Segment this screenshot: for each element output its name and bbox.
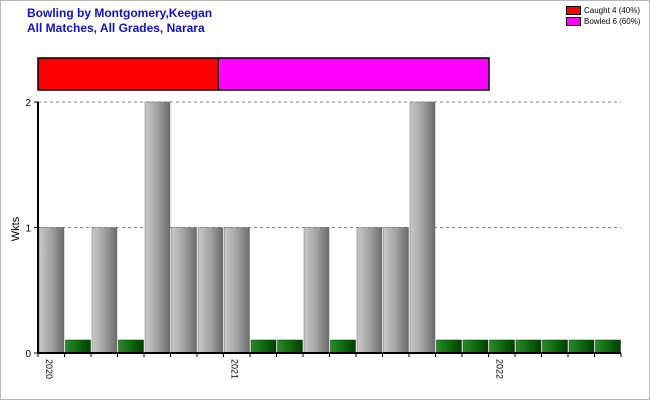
- legend-label-caught: Caught 4 (40%): [584, 6, 641, 15]
- legend-swatch-caught: [566, 6, 581, 15]
- zero-marker: [436, 339, 462, 354]
- y-tick-label: 2: [25, 98, 31, 109]
- legend-item-bowled: Bowled 6 (60%): [566, 16, 640, 27]
- legend-label-bowled: Bowled 6 (60%): [584, 17, 641, 26]
- bar: [383, 227, 409, 354]
- axes: 0 1 2 2020 2021 2022 Wkts: [10, 98, 622, 379]
- breakdown-outline: [37, 57, 490, 91]
- y-axis-label: Wkts: [10, 216, 22, 241]
- y-tick-label: 1: [25, 224, 31, 235]
- breakdown-segment-bowled: [217, 57, 490, 91]
- breakdown-segment-caught: [37, 57, 219, 91]
- zero-marker: [595, 339, 621, 354]
- legend-item-caught: Caught 4 (40%): [566, 5, 640, 16]
- bars: [38, 101, 621, 354]
- zero-marker: [65, 339, 91, 354]
- grid-lines: [38, 101, 621, 228]
- y-tick-label: 0: [25, 349, 31, 360]
- legend-swatch-bowled: [566, 17, 581, 26]
- bar: [224, 227, 250, 354]
- zero-marker: [489, 339, 515, 354]
- bar: [144, 101, 171, 354]
- bar: [356, 227, 383, 354]
- zero-marker: [568, 339, 595, 354]
- bar: [171, 227, 197, 354]
- legend: Caught 4 (40%) Bowled 6 (60%): [566, 5, 640, 27]
- dismissal-breakdown-bar: [37, 57, 490, 91]
- chart-title: Bowling by Montgomery,Keegan: [27, 6, 213, 20]
- bar: [91, 227, 118, 354]
- zero-marker: [277, 339, 303, 354]
- x-tick-label: 2022: [495, 359, 505, 379]
- bar: [197, 227, 224, 354]
- chart-subtitle: All Matches, All Grades, Narara: [27, 21, 205, 35]
- bar: [38, 227, 65, 354]
- zero-marker: [118, 339, 144, 354]
- x-tick-label: 2020: [44, 359, 54, 379]
- zero-marker: [330, 339, 356, 354]
- zero-marker: [515, 339, 542, 354]
- zero-marker: [250, 339, 277, 354]
- zero-marker: [542, 339, 568, 354]
- zero-marker: [462, 339, 489, 354]
- x-tick-label: 2021: [230, 359, 240, 379]
- bar: [409, 101, 436, 354]
- bar: [303, 227, 330, 354]
